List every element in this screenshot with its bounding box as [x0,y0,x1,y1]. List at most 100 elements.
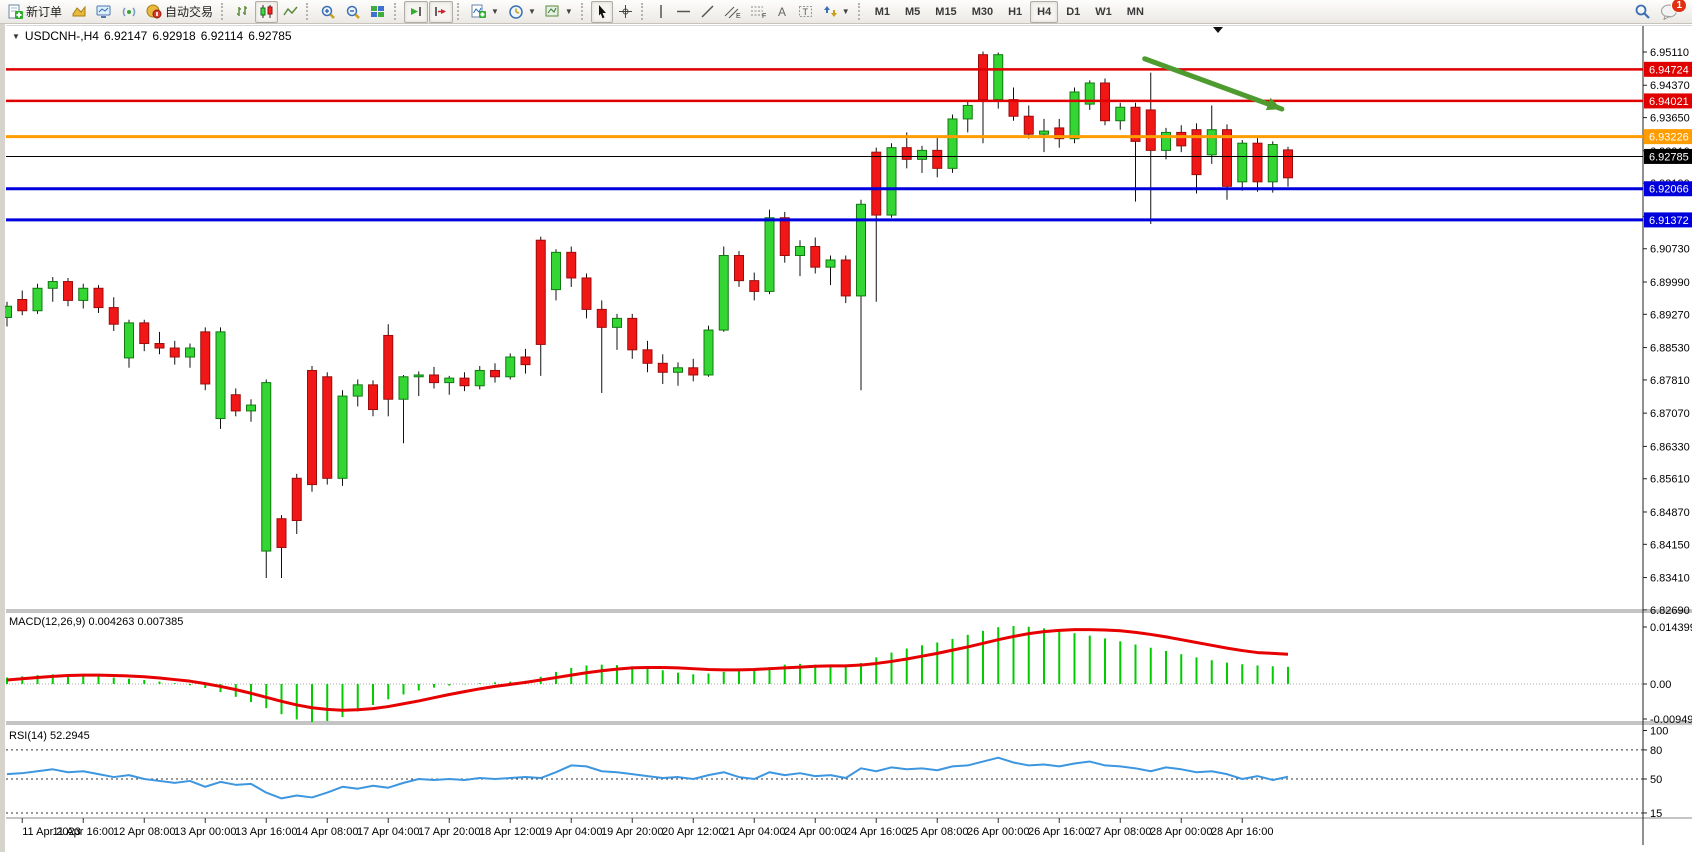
chart-collapse-icon[interactable]: ▼ [12,31,20,41]
zoom-out-button[interactable] [341,1,365,23]
candlestick-chart-button[interactable] [255,0,279,23]
text-label-tool[interactable]: T [794,1,818,23]
timeframe-m5[interactable]: M5 [905,5,921,18]
candle-bear [383,334,394,400]
signals-button[interactable] [117,1,141,23]
price-tick-label: 6.83410 [1650,573,1690,585]
rsi-axis-label: 100 [1650,726,1668,738]
chart-title: ▼ USDCNH-,H4 6.92147 6.92918 6.92114 6.9… [12,29,292,43]
time-axis-label: 28 Apr 00:00 [1150,826,1212,838]
time-axis-label: 20 Apr 12:00 [662,826,724,838]
price-badge [1644,148,1692,164]
autotrading-icon [146,4,162,19]
chart-shift-button[interactable] [429,0,454,23]
new-order-label: 新订单 [26,5,63,19]
tile-windows-button[interactable] [366,1,390,23]
candle-bear [490,369,500,378]
candle-bear [1054,127,1065,140]
price-tick-label: 6.87070 [1650,408,1690,420]
vertical-line-tool[interactable] [651,1,671,23]
time-axis-label: 19 Apr 20:00 [601,826,663,838]
bar-chart-button[interactable] [231,1,254,23]
line-chart-button[interactable] [279,1,302,23]
time-axis-label: 13 Apr 16:00 [235,826,297,838]
candle-bear [154,343,165,349]
candle-bear [627,317,638,351]
text-tool[interactable]: A [772,1,793,23]
fibonacci-tool[interactable]: F [746,1,771,23]
candle-bull [1237,142,1248,183]
candle-bull [1084,82,1095,105]
templates-button[interactable]: ▼ [541,1,577,23]
new-order-icon [8,4,23,19]
terminal-button[interactable] [92,1,116,23]
candle-bear [657,362,668,373]
zoom-in-button[interactable] [316,1,340,23]
time-axis-label: 14 Apr 08:00 [296,826,358,838]
cursor-button[interactable] [590,0,613,23]
trend-arrow-head [1265,97,1282,111]
candle-bear [901,147,912,160]
timeframe-m15[interactable]: M15 [935,5,957,18]
chat-button[interactable]: 1 [1656,0,1687,23]
auto-scroll-button[interactable] [404,0,429,23]
timeframe-w1[interactable]: W1 [1095,5,1112,18]
search-button[interactable] [1630,1,1655,23]
timeframe-m30[interactable]: M30 [971,5,994,18]
zoom-in-icon [320,4,336,20]
terminal-icon [96,4,112,19]
window-left-frame [0,24,5,852]
candle-bull [1161,131,1171,151]
rsi-value: 52.2945 [49,730,90,742]
price-badge-label: 6.94021 [1649,96,1689,108]
periods-button[interactable]: ▼ [504,1,540,23]
time-axis-label: 26 Apr 16:00 [1028,826,1090,838]
candle-bear [749,280,760,292]
toolbar-grip [221,3,227,20]
candle-bull [474,369,485,387]
candle-bear [932,149,943,169]
crosshair-button[interactable] [614,1,637,23]
time-axis-label: 13 Apr 00:00 [174,826,236,838]
arrows-tool[interactable]: ▼ [819,1,854,23]
candle-bull [261,382,272,552]
rsi-axis-label: 50 [1650,774,1662,786]
candle-bull [795,246,805,256]
timeframe-d1[interactable]: D1 [1066,5,1081,18]
autotrading-label: 自动交易 [165,5,214,19]
signals-icon [121,4,137,19]
chart-shift-marker[interactable] [1213,27,1223,33]
candlestick-chart-icon [259,4,274,19]
svg-text:F: F [762,13,766,19]
candle-bull [993,54,1004,101]
candle-bull [917,149,927,160]
timeframe-m1[interactable]: M1 [874,5,890,18]
candle-bear [322,376,333,479]
rsi-axis-label: 80 [1650,745,1662,757]
vertical-line-icon [655,4,667,19]
candle-bear [200,331,211,385]
trendline-tool[interactable] [696,1,719,23]
equidistant-channel-tool[interactable]: E [720,1,745,23]
trend-arrow-line[interactable] [1142,56,1285,112]
candle-bear [734,254,744,282]
time-axis-label: 21 Apr 04:00 [723,826,785,838]
timeframe-h1[interactable]: H1 [1008,5,1023,18]
macd-name: MACD(12,26,9) [9,616,86,628]
autotrading-button[interactable]: 自动交易 [142,1,217,23]
indicators-button[interactable]: ▼ [467,1,503,23]
candle-bear [1191,129,1202,176]
timeframe-h4[interactable]: H4 [1030,0,1059,23]
candle-bull [1115,106,1126,122]
text-label-icon: T [798,4,814,19]
quote-high: 6.92918 [152,29,196,43]
new-order-button[interactable]: 新订单 [4,1,66,23]
new-chart-button[interactable] [67,1,91,23]
horizontal-line-tool[interactable] [672,1,695,23]
timeframe-mn[interactable]: MN [1126,5,1144,18]
clock-icon [508,4,524,20]
indicators-icon [471,4,487,19]
candle-bear [429,374,439,384]
